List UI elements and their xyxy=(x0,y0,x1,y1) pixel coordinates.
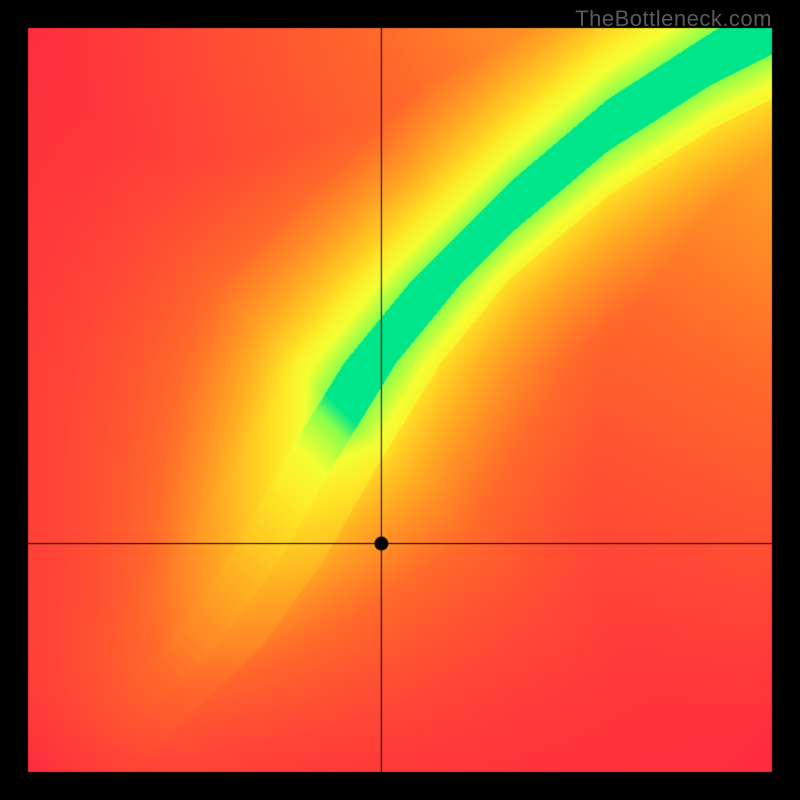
bottleneck-heatmap xyxy=(0,0,800,800)
chart-container: TheBottleneck.com xyxy=(0,0,800,800)
watermark-text: TheBottleneck.com xyxy=(575,6,772,32)
